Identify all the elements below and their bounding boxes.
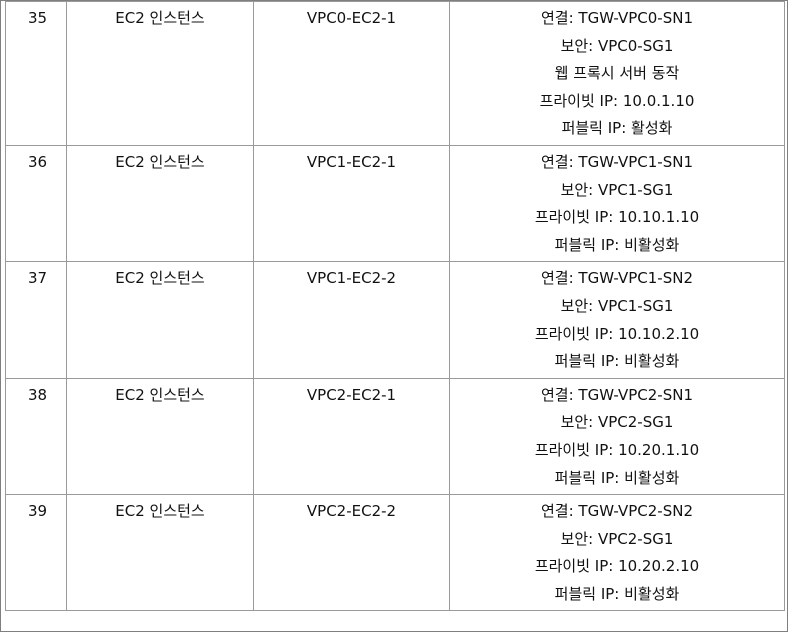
resource-name: VPC0-EC2-1 (253, 1, 450, 146)
table-row: 35 EC2 인스턴스 VPC0-EC2-1 연결: TGW-VPC0-SN1 … (5, 1, 785, 146)
row-number: 37 (5, 261, 67, 379)
resource-description: 연결: TGW-VPC1-SN1 보안: VPC1-SG1 프라이빗 IP: 1… (449, 144, 785, 263)
description-line: 프라이빗 IP: 10.10.1.10 (534, 208, 700, 227)
resource-type: EC2 인스턴스 (66, 261, 254, 379)
resource-description: 연결: TGW-VPC0-SN1 보안: VPC0-SG1 웹 프록시 서버 동… (449, 1, 785, 146)
description-line: 웹 프록시 서버 동작 (554, 64, 680, 83)
resource-description: 연결: TGW-VPC2-SN1 보안: VPC2-SG1 프라이빗 IP: 1… (449, 377, 785, 496)
resource-description: 연결: TGW-VPC2-SN2 보안: VPC2-SG1 프라이빗 IP: 1… (449, 494, 785, 612)
description-line: 퍼블릭 IP: 비활성화 (554, 235, 680, 254)
table-row: 37 EC2 인스턴스 VPC1-EC2-2 연결: TGW-VPC1-SN2 … (5, 261, 785, 379)
resource-name: VPC1-EC2-2 (253, 261, 450, 379)
row-number: 36 (5, 144, 67, 263)
resource-name: VPC2-EC2-2 (253, 494, 450, 612)
description-line: 연결: TGW-VPC1-SN1 (541, 152, 693, 171)
description-line: 퍼블릭 IP: 비활성화 (554, 584, 680, 603)
description-line: 보안: VPC1-SG1 (560, 180, 674, 199)
row-number: 35 (5, 1, 67, 146)
row-number: 38 (5, 377, 67, 496)
table-row: 36 EC2 인스턴스 VPC1-EC2-1 연결: TGW-VPC1-SN1 … (5, 144, 785, 263)
description-line: 보안: VPC0-SG1 (560, 36, 674, 55)
resource-table: 35 EC2 인스턴스 VPC0-EC2-1 연결: TGW-VPC0-SN1 … (5, 1, 785, 612)
description-line: 퍼블릭 IP: 비활성화 (554, 468, 680, 487)
table-body: 35 EC2 인스턴스 VPC0-EC2-1 연결: TGW-VPC0-SN1 … (5, 1, 785, 612)
description-line: 연결: TGW-VPC0-SN1 (541, 9, 693, 27)
resource-name: VPC2-EC2-1 (253, 377, 450, 496)
description-line: 퍼블릭 IP: 활성화 (561, 119, 673, 138)
description-line: 프라이빗 IP: 10.20.1.10 (534, 440, 700, 459)
table-row: 39 EC2 인스턴스 VPC2-EC2-2 연결: TGW-VPC2-SN2 … (5, 494, 785, 612)
description-line: 연결: TGW-VPC2-SN2 (541, 502, 693, 521)
description-line: 보안: VPC1-SG1 (560, 296, 674, 315)
description-line: 연결: TGW-VPC2-SN1 (541, 385, 693, 404)
description-line: 퍼블릭 IP: 비활성화 (554, 352, 680, 371)
description-line: 보안: VPC2-SG1 (560, 529, 674, 548)
description-line: 연결: TGW-VPC1-SN2 (541, 269, 693, 288)
description-line: 프라이빗 IP: 10.10.2.10 (534, 324, 700, 343)
description-line: 프라이빗 IP: 10.20.2.10 (534, 557, 700, 576)
resource-name: VPC1-EC2-1 (253, 144, 450, 263)
resource-type: EC2 인스턴스 (66, 1, 254, 146)
description-line: 보안: VPC2-SG1 (560, 413, 674, 432)
table-row: 38 EC2 인스턴스 VPC2-EC2-1 연결: TGW-VPC2-SN1 … (5, 377, 785, 496)
row-number: 39 (5, 494, 67, 612)
resource-type: EC2 인스턴스 (66, 144, 254, 263)
resource-type: EC2 인스턴스 (66, 494, 254, 612)
resource-type: EC2 인스턴스 (66, 377, 254, 496)
resource-description: 연결: TGW-VPC1-SN2 보안: VPC1-SG1 프라이빗 IP: 1… (449, 261, 785, 379)
description-line: 프라이빗 IP: 10.0.1.10 (539, 91, 695, 110)
